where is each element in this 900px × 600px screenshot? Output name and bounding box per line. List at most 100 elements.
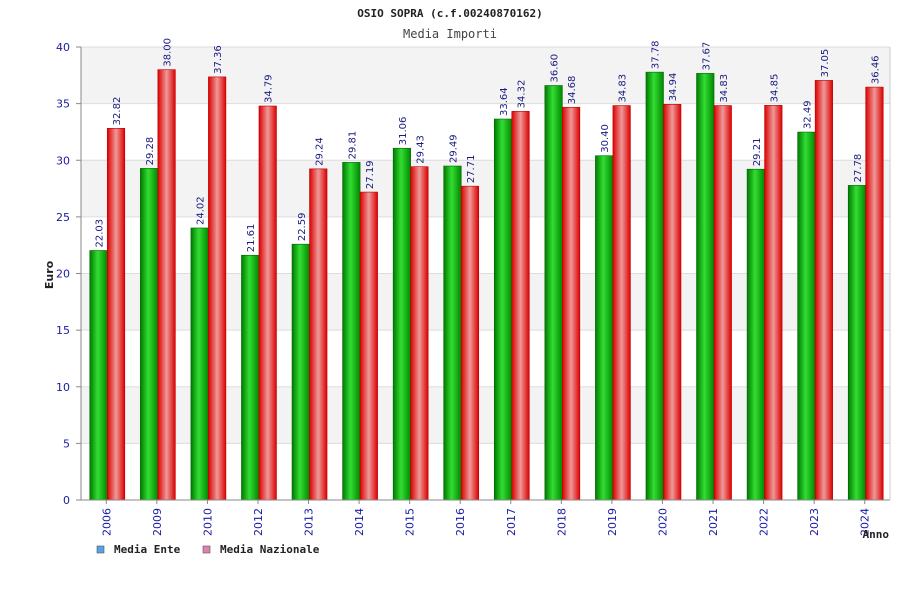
- bar-media-ente[interactable]: [342, 162, 361, 501]
- legend-label-nazionale: Media Nazionale: [220, 543, 320, 556]
- x-tick-label: 2009: [151, 508, 164, 536]
- bar-media-nazionale[interactable]: [764, 105, 783, 501]
- bar-media-nazionale[interactable]: [309, 168, 328, 501]
- data-label-media-ente: 37.67: [701, 42, 712, 71]
- data-label-media-nazionale: 34.32: [517, 80, 528, 109]
- bar-media-nazionale[interactable]: [562, 106, 581, 501]
- bar-media-ente[interactable]: [645, 71, 664, 501]
- legend-label-ente: Media Ente: [114, 543, 181, 556]
- chart-title: OSIO SOPRA (c.f.00240870162): [357, 7, 542, 20]
- x-tick-label: 2010: [201, 508, 214, 536]
- data-label-media-nazionale: 34.83: [618, 74, 629, 103]
- x-tick-label: 2024: [859, 508, 872, 536]
- legend-swatch-ente: [96, 545, 105, 554]
- bar-media-ente[interactable]: [241, 254, 260, 501]
- legend: Media Ente Media Nazionale: [96, 543, 320, 556]
- y-tick-label: 5: [63, 437, 70, 450]
- x-tick-label: 2021: [707, 508, 720, 536]
- data-label-media-nazionale: 37.36: [213, 45, 224, 74]
- data-label-media-ente: 21.61: [246, 224, 257, 253]
- legend-item-nazionale[interactable]: Media Nazionale: [202, 543, 320, 556]
- bar-media-nazionale[interactable]: [410, 166, 429, 501]
- bar-media-nazionale[interactable]: [208, 76, 227, 501]
- bar-media-ente[interactable]: [392, 147, 411, 501]
- bar-media-ente[interactable]: [746, 168, 765, 501]
- bar-media-nazionale[interactable]: [663, 104, 682, 501]
- x-tick-label: 2017: [505, 508, 518, 536]
- data-label-media-ente: 36.60: [550, 54, 561, 83]
- data-label-media-nazionale: 32.82: [112, 97, 123, 126]
- y-axis-label: Euro: [43, 260, 56, 289]
- data-label-media-ente: 30.40: [600, 124, 611, 153]
- bar-media-nazionale[interactable]: [359, 191, 378, 501]
- chart-subtitle: Media Importi: [403, 27, 497, 41]
- bar-media-nazionale[interactable]: [106, 128, 126, 501]
- data-label-media-nazionale: 34.79: [264, 74, 275, 103]
- bar-media-nazionale[interactable]: [258, 105, 277, 501]
- bar-media-ente[interactable]: [190, 227, 209, 501]
- bar-media-ente[interactable]: [140, 168, 159, 501]
- bar-media-nazionale[interactable]: [157, 69, 176, 501]
- data-label-media-nazionale: 29.24: [314, 137, 325, 166]
- bar-media-ente[interactable]: [443, 165, 462, 501]
- x-tick-label: 2014: [353, 508, 366, 536]
- bar-media-nazionale[interactable]: [511, 111, 530, 501]
- bar-media-nazionale[interactable]: [865, 86, 884, 501]
- bar-media-ente[interactable]: [797, 131, 816, 501]
- bar-media-nazionale[interactable]: [612, 105, 631, 501]
- data-label-media-ente: 31.06: [398, 117, 409, 146]
- x-tick-label: 2016: [454, 508, 467, 536]
- y-tick-label: 10: [56, 381, 70, 394]
- data-label-media-ente: 33.64: [499, 87, 510, 116]
- x-tick-label: 2022: [758, 508, 771, 536]
- x-tick-label: 2012: [252, 508, 265, 536]
- y-tick-label: 20: [56, 268, 70, 281]
- bars: 22.03 32.82 29.28 38.00 24.02 37.36 21.61 34.79…: [89, 38, 884, 501]
- data-label-media-ente: 24.02: [196, 196, 207, 225]
- data-label-media-ente: 29.81: [347, 131, 358, 160]
- data-label-media-nazionale: 27.71: [466, 155, 477, 184]
- data-label-media-ente: 29.21: [752, 138, 763, 167]
- legend-item-ente[interactable]: Media Ente: [96, 543, 181, 556]
- bar-media-nazionale[interactable]: [814, 80, 833, 501]
- x-tick-label: 2019: [606, 508, 619, 536]
- bar-media-ente[interactable]: [291, 243, 310, 501]
- data-label-media-nazionale: 36.46: [870, 55, 881, 84]
- bar-media-ente[interactable]: [595, 155, 614, 501]
- data-label-media-ente: 29.49: [448, 134, 459, 163]
- data-label-media-ente: 22.59: [297, 213, 308, 242]
- data-label-media-nazionale: 34.85: [769, 74, 780, 103]
- bar-media-nazionale[interactable]: [713, 105, 732, 501]
- x-tick-label: 2020: [656, 508, 669, 536]
- x-tick-label: 2006: [100, 508, 113, 536]
- data-label-media-ente: 27.78: [853, 154, 864, 183]
- bar-media-ente[interactable]: [847, 185, 867, 501]
- x-tick-label: 2018: [555, 508, 568, 536]
- legend-swatch-nazionale: [202, 545, 211, 554]
- data-label-media-nazionale: 37.05: [820, 49, 831, 78]
- x-tick-label: 2015: [404, 508, 417, 536]
- y-tick-label: 35: [56, 98, 70, 111]
- data-label-media-nazionale: 38.00: [163, 38, 174, 67]
- data-label-media-ente: 37.78: [651, 41, 662, 70]
- y-tick-label: 25: [56, 211, 70, 224]
- data-label-media-nazionale: 34.83: [719, 74, 730, 103]
- bar-media-ente[interactable]: [89, 250, 108, 501]
- y-tick-label: 30: [56, 154, 70, 167]
- bar-media-nazionale[interactable]: [460, 185, 480, 501]
- data-label-media-nazionale: 27.19: [365, 160, 376, 189]
- y-tick-label: 40: [56, 41, 70, 54]
- x-tick-label: 2023: [808, 508, 821, 536]
- bar-media-ente[interactable]: [493, 118, 513, 501]
- data-label-media-nazionale: 34.68: [567, 76, 578, 105]
- axes: 0 5 10 15 20 25 30 35 40 2006 2009 2010 2012 2013 2014…: [56, 41, 891, 536]
- y-tick-label: 15: [56, 324, 70, 337]
- y-tick-label: 0: [63, 494, 70, 507]
- bar-media-ente[interactable]: [696, 73, 715, 501]
- x-tick-label: 2013: [303, 508, 316, 536]
- data-label-media-nazionale: 29.43: [415, 135, 426, 164]
- x-axis-label: Anno: [863, 528, 890, 541]
- bar-media-ente[interactable]: [544, 85, 563, 501]
- data-label-media-ente: 32.49: [802, 100, 813, 129]
